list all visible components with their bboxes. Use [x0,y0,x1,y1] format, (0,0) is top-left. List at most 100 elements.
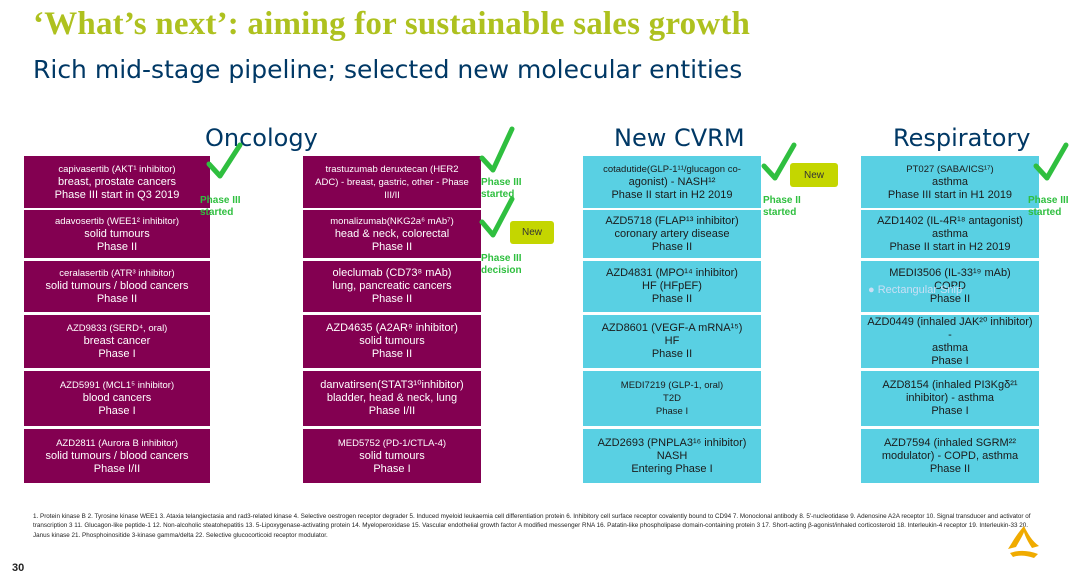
column-header-respiratory: Respiratory [893,124,1031,152]
checkmark-icon [761,142,797,181]
card-compound: AZD2811 (Aurora B inhibitor) [56,437,178,449]
pipeline-card: AZD0449 (inhaled JAK²⁰ inhibitor) - asth… [861,315,1039,368]
card-phase: Phase II [371,348,413,360]
card-indication: agonist) - NASH¹² [628,175,716,188]
card-compound: trastuzumab deruxtecan (HER2 [325,163,459,175]
pipeline-card: MEDI7219 (GLP-1, oral) T2D Phase I [583,371,761,426]
card-indication: blood cancers [82,392,152,404]
status-label: Phase III started [200,195,241,218]
status-label: Phase III started [481,177,522,200]
status-label: Phase II started [763,195,801,218]
pipeline-card: MEDI3506 (IL-33¹⁹ mAb) COPD Phase II [861,261,1039,312]
card-compound: AZD5991 (MCL1⁵ inhibitor) [59,380,175,391]
card-compound: capivasertib (AKT¹ inhibitor) [58,163,176,175]
company-logo-icon [1008,526,1039,558]
card-phase: Phase II [651,348,693,360]
checkmark-icon [479,196,515,238]
card-indication: breast, prostate cancers [57,175,176,188]
card-phase: Phase III start in H1 2019 [887,188,1013,201]
card-indication: ADC) - breast, gastric, other - Phase [315,176,469,188]
card-indication: asthma [931,175,969,188]
card-phase: Entering Phase I [631,462,713,475]
card-phase: Phase I [655,406,689,417]
card-compound: AZD8154 (inhaled PI3Kgδ²¹ [882,379,1018,391]
card-compound: AZD7594 (inhaled SGRM²² [883,436,1017,449]
card-indication: solid tumours [84,227,150,240]
new-badge: New [790,163,838,187]
card-indication: solid tumours / blood cancers [45,280,189,292]
card-phase: Phase I/II [93,462,141,475]
card-indication: breast cancer [83,335,151,347]
card-phase: Phase II start in H2 2019 [611,188,733,201]
card-indication: solid tumours [359,449,425,462]
card-compound: adavosertib (WEE1² inhibitor) [54,215,180,227]
card-compound: AZD2693 (PNPLA3¹⁶ inhibitor) [597,436,747,449]
slide-subtitle: Rich mid-stage pipeline; selected new mo… [33,55,743,84]
status-label: Phase III decision [481,253,522,276]
card-compound: AZD4831 (MPO¹⁴ inhibitor) [606,267,738,279]
pipeline-card: AZD5991 (MCL1⁵ inhibitor) blood cancers … [24,371,210,426]
card-indication: T2D [663,393,681,404]
card-indication: head & neck, colorectal [334,227,450,240]
pipeline-card: MED5752 (PD-1/CTLA-4) solid tumours Phas… [303,429,481,483]
card-compound: AZD9833 (SERD⁴, oral) [66,323,168,334]
pipeline-card: AZD2811 (Aurora B inhibitor) solid tumou… [24,429,210,483]
card-phase: Phase II [96,293,138,305]
pipeline-card: AZD4635 (A2AR⁹ inhibitor) solid tumours … [303,315,481,368]
card-phase: III/II [384,189,400,201]
card-indication: asthma [931,341,969,354]
card-compound: MED5752 (PD-1/CTLA-4) [337,437,447,449]
card-phase: Phase II [651,240,693,253]
pipeline-card: adavosertib (WEE1² inhibitor) solid tumo… [24,210,210,258]
ghost-text: ● Rectangular Snip [868,284,963,296]
card-indication: bladder, head & neck, lung [326,392,458,404]
card-phase: Phase I [98,348,136,360]
card-phase: Phase II [96,240,138,253]
checkmark-icon [206,142,243,179]
card-compound: AZD8601 (VEGF-A mRNA¹⁵) [601,322,743,334]
card-compound: PT027 (SABA/ICS¹⁷) [906,163,994,175]
card-phase: Phase II [371,293,413,305]
slide-title: ‘What’s next’: aiming for sustainable sa… [33,6,751,42]
card-compound: danvatirsen(STAT3¹⁰inhibitor) [320,379,464,391]
card-compound: AZD1402 (IL-4R¹⁸ antagonist) [877,214,1023,227]
card-indication: coronary artery disease [614,227,730,240]
card-indication: NASH [656,449,688,462]
page-number: 30 [12,562,25,574]
pipeline-card: AZD9833 (SERD⁴, oral) breast cancer Phas… [24,315,210,368]
card-indication: solid tumours / blood cancers [45,449,189,462]
pipeline-card: AZD2693 (PNPLA3¹⁶ inhibitor) NASH Enteri… [583,429,761,483]
card-indication: lung, pancreatic cancers [332,280,452,292]
pipeline-card: trastuzumab deruxtecan (HER2 ADC) - brea… [303,156,481,208]
card-compound: ceralasertib (ATR³ inhibitor) [59,268,175,279]
card-indication: inhibitor) - asthma [905,392,995,404]
card-indication: modulator) - COPD, asthma [881,449,1019,462]
card-phase: Phase I/II [368,405,416,417]
column-header-oncology: Oncology [205,124,318,152]
card-compound: AZD0449 (inhaled JAK²⁰ inhibitor) - [867,315,1033,341]
checkmark-icon [479,126,515,173]
card-indication: HF (HFpEF) [642,280,702,292]
status-label: Phase III started [1028,195,1069,218]
card-indication: solid tumours [359,335,425,347]
pipeline-card: PT027 (SABA/ICS¹⁷) asthma Phase III star… [861,156,1039,208]
pipeline-card: AZD5718 (FLAP¹³ inhibitor) coronary arte… [583,210,761,258]
card-phase: Phase I [98,405,136,417]
pipeline-card: ceralasertib (ATR³ inhibitor) solid tumo… [24,261,210,312]
card-indication: COPD [934,280,966,292]
card-indication: HF [664,335,680,347]
pipeline-card: monalizumab(NKG2a⁶ mAb⁷) head & neck, co… [303,210,481,258]
card-compound: MEDI3506 (IL-33¹⁹ mAb) [889,267,1011,279]
card-phase: Phase I [373,462,411,475]
card-compound: AZD5718 (FLAP¹³ inhibitor) [605,214,739,227]
new-badge: New [510,221,554,244]
pipeline-card: AZD8601 (VEGF-A mRNA¹⁵) HF Phase II [583,315,761,368]
card-phase: Phase I [931,405,969,417]
card-phase: Phase II [651,293,693,305]
card-compound: monalizumab(NKG2a⁶ mAb⁷) [330,215,454,227]
card-compound: oleclumab (CD73⁸ mAb) [332,267,452,279]
pipeline-card: AZD1402 (IL-4R¹⁸ antagonist) asthma Phas… [861,210,1039,258]
card-phase: Phase III start in Q3 2019 [54,188,180,201]
pipeline-card: cotadutide(GLP-1¹¹/glucagon co- agonist)… [583,156,761,208]
pipeline-card: AZD4831 (MPO¹⁴ inhibitor) HF (HFpEF) Pha… [583,261,761,312]
